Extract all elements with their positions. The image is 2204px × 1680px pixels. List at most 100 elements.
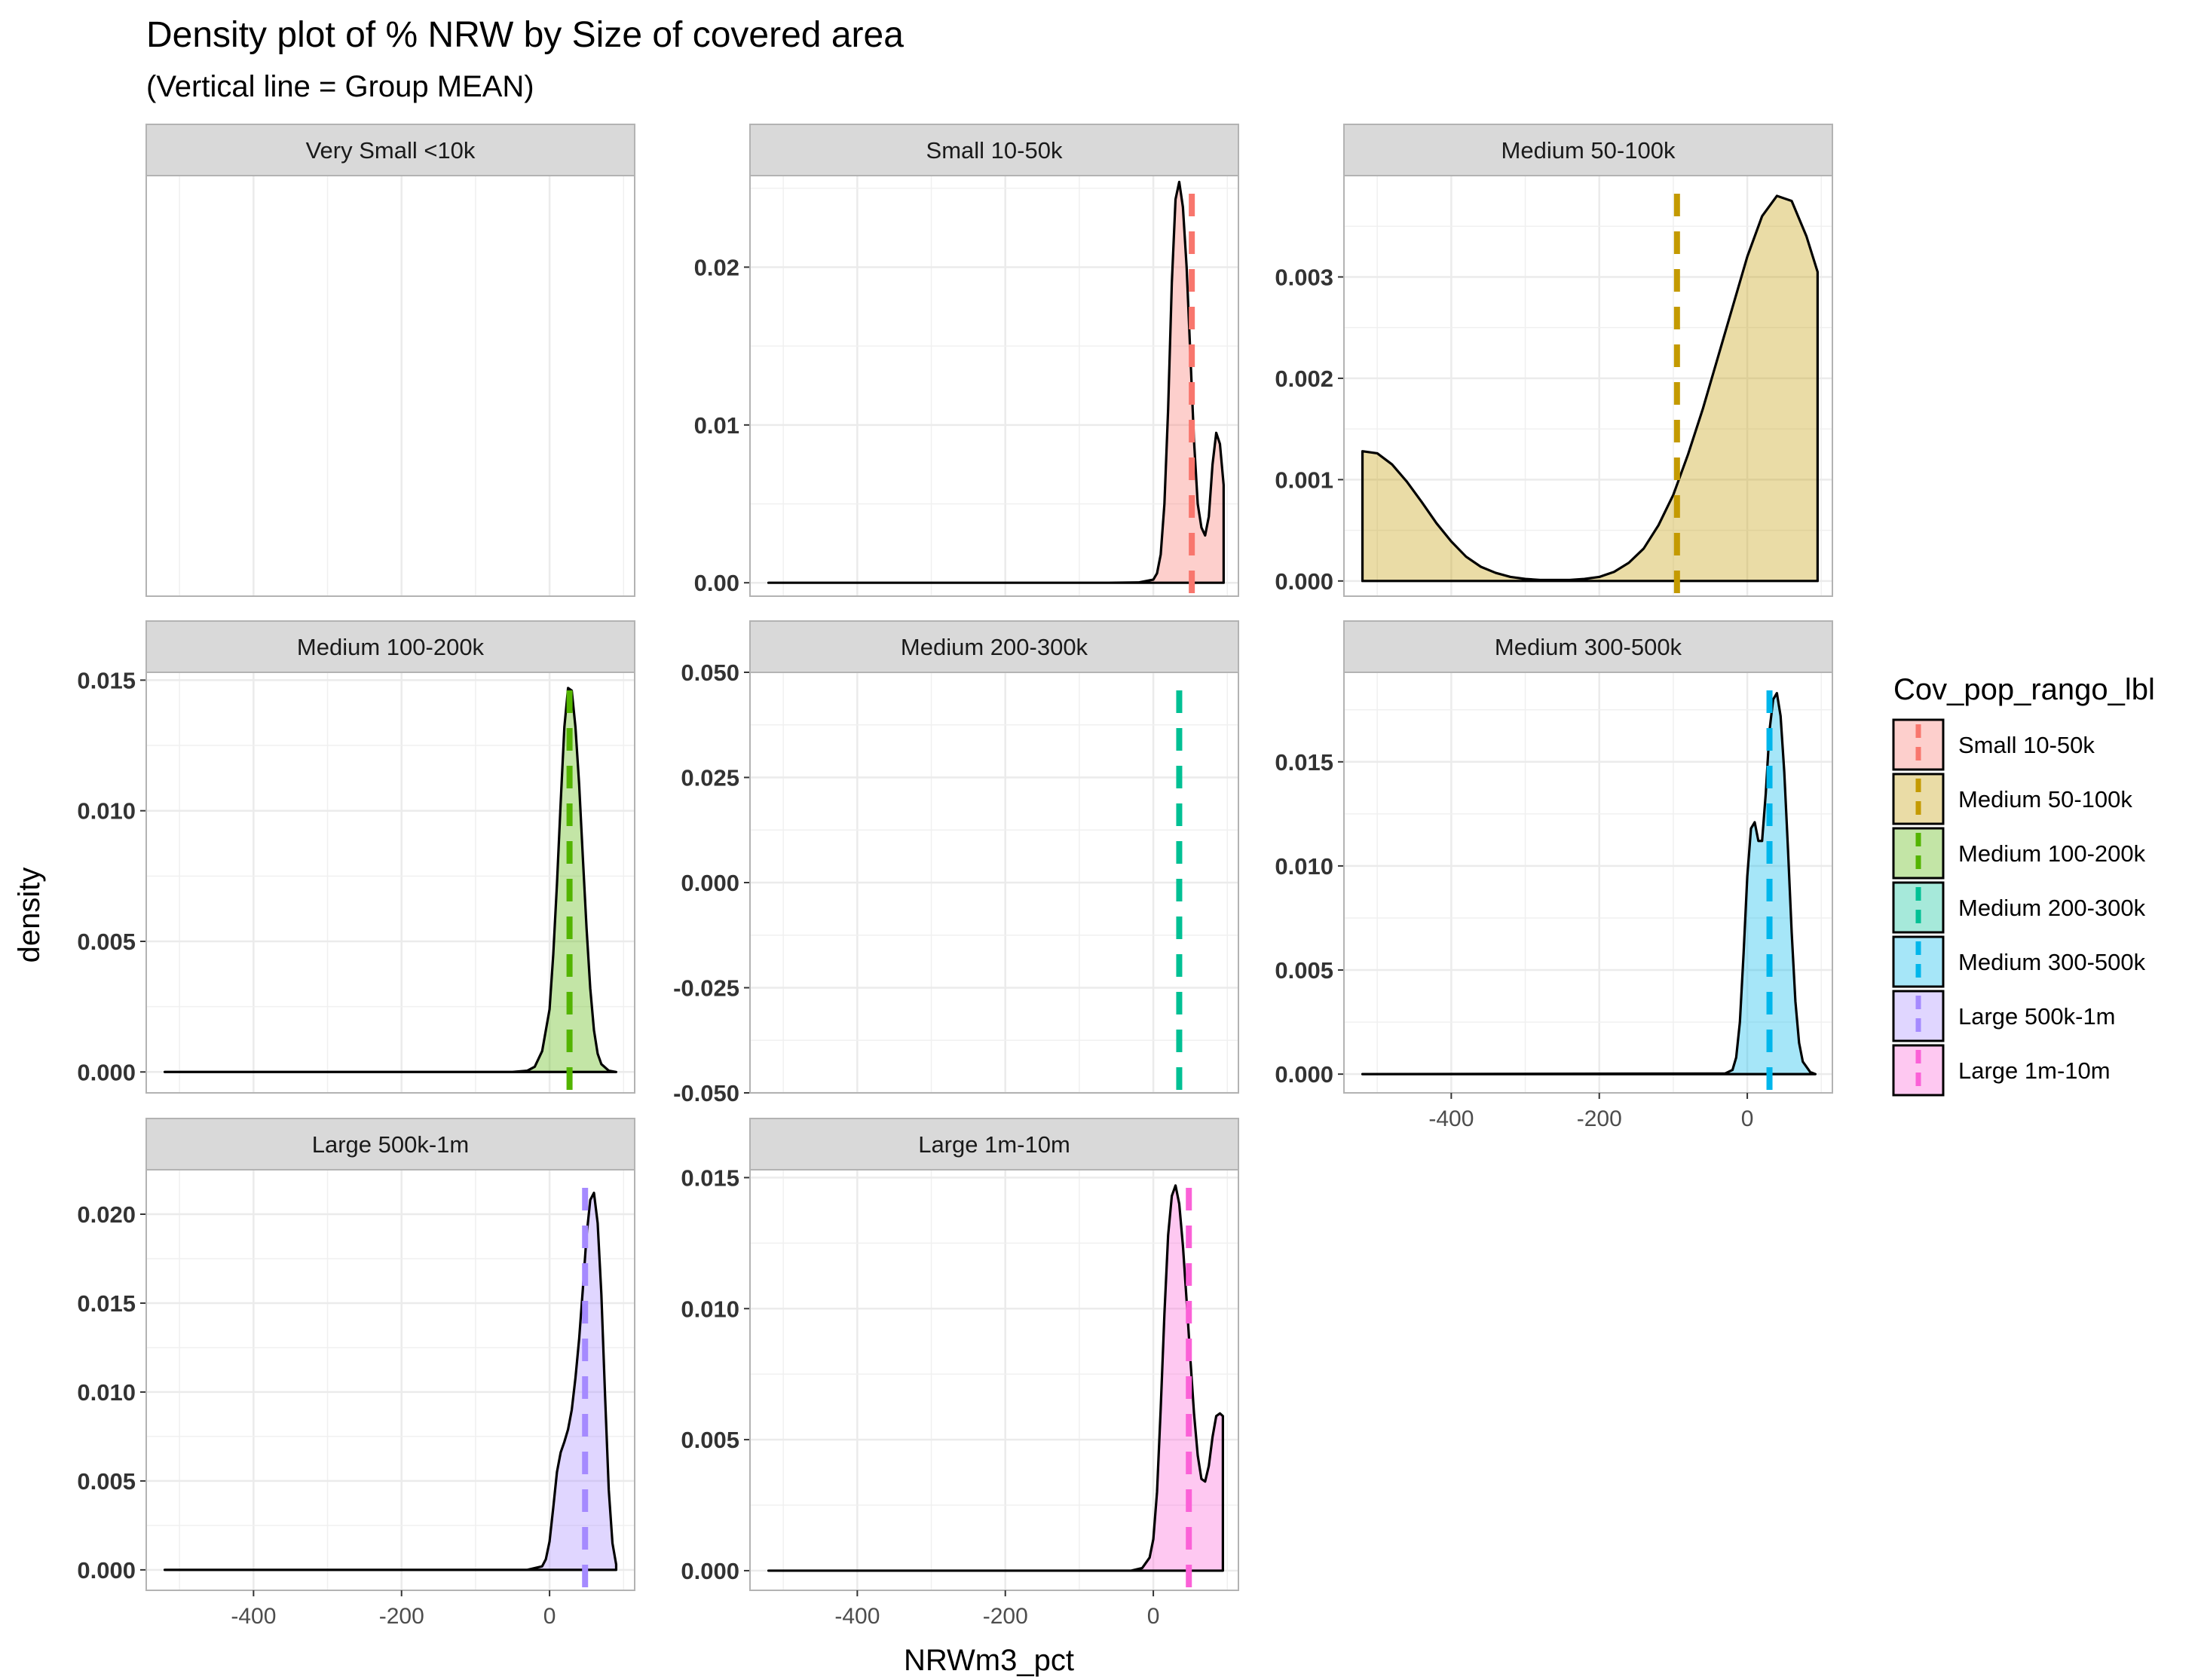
y-tick-label: 0.005 — [77, 1468, 136, 1495]
facet-strip-label: Medium 300-500k — [1495, 634, 1682, 660]
legend-label: Large 1m-10m — [1958, 1057, 2111, 1084]
facet-panel: Large 500k-1m 0.000 0.005 0.010 0.015 0.020 -4… — [77, 1118, 635, 1629]
legend-items: Small 10-50k Medium 50-100k Medium 100-200… — [1892, 718, 2146, 1097]
y-tick-label: 0.000 — [77, 1059, 136, 1085]
density-outline — [767, 180, 1225, 584]
grid — [1344, 176, 1832, 596]
legend-label: Small 10-50k — [1958, 732, 2095, 758]
facet-strip — [749, 620, 1239, 673]
y-tick-label: 0.000 — [77, 1557, 136, 1584]
density-outline — [163, 1192, 618, 1571]
plot-area — [146, 672, 635, 1093]
facet-strip — [145, 620, 635, 673]
panel-border — [1343, 672, 1833, 1094]
plot-area — [146, 176, 635, 596]
y-tick-label: 0.005 — [77, 929, 136, 955]
legend-item: Small 10-50k — [1892, 718, 2095, 771]
y-tick-label: 0.001 — [1275, 467, 1333, 493]
grid — [146, 1170, 635, 1590]
density-area — [768, 182, 1224, 583]
y-tick-label: 0.050 — [681, 659, 739, 686]
panel-border — [1343, 175, 1833, 597]
facet-strip — [749, 1118, 1239, 1170]
chart-subtitle: (Vertical line = Group MEAN) — [146, 70, 534, 103]
y-tick-label: 0.010 — [681, 1296, 739, 1322]
legend-label: Medium 300-500k — [1958, 949, 2146, 975]
legend-label: Medium 200-300k — [1958, 895, 2146, 921]
x-tick-label: -400 — [834, 1604, 880, 1629]
facet-panel: Medium 200-300k -0.050 -0.025 0.000 0.025 0.0… — [673, 620, 1239, 1106]
facet-panel: Very Small <10k — [145, 124, 635, 597]
facet-strip-label: Medium 100-200k — [297, 634, 485, 660]
y-tick-label: 0.010 — [77, 1379, 136, 1406]
facet-strip — [145, 1118, 635, 1170]
legend-item: Large 500k-1m — [1892, 990, 2116, 1042]
y-tick-label: 0.01 — [694, 412, 739, 439]
panel-border — [145, 175, 635, 597]
y-tick-label: -0.050 — [673, 1080, 739, 1106]
legend-label: Medium 100-200k — [1958, 840, 2146, 867]
legend: Cov_pop_rango_lbl Small 10-50k Medium 50-… — [1892, 673, 2155, 1097]
y-tick-label: 0.02 — [694, 254, 739, 280]
x-tick-label: -400 — [1428, 1106, 1474, 1131]
panel-border — [749, 1169, 1239, 1591]
x-tick-label: 0 — [543, 1604, 556, 1629]
y-tick-label: 0.00 — [694, 570, 739, 596]
y-tick-label: 0.005 — [1275, 957, 1333, 984]
y-tick-label: 0.005 — [681, 1427, 739, 1453]
x-tick-label: -400 — [231, 1604, 276, 1629]
density-area — [768, 1185, 1223, 1571]
facet-panel: Medium 300-500k 0.000 0.005 0.010 0.015 -400 -… — [1275, 620, 1833, 1131]
facet-panel: Medium 50-100k 0.000 0.001 0.002 0.003 — [1275, 124, 1833, 597]
grid — [146, 672, 635, 1093]
facet-strip — [749, 124, 1239, 176]
legend-item: Medium 200-300k — [1892, 881, 2146, 934]
grid — [1344, 672, 1832, 1093]
facet-panel: Small 10-50k 0.00 0.01 0.02 — [694, 124, 1239, 597]
facet-panels: Very Small <10k Small 10-50k 0.00 0.01 0.02 M… — [77, 124, 1833, 1629]
facet-strip — [145, 124, 635, 176]
legend-item: Medium 50-100k — [1892, 773, 2132, 825]
panel-border — [749, 672, 1239, 1094]
legend-label: Large 500k-1m — [1958, 1003, 2116, 1030]
facet-panel: Large 1m-10m 0.000 0.005 0.010 0.015 -400 -200… — [681, 1118, 1239, 1629]
legend-label: Medium 50-100k — [1958, 786, 2132, 812]
density-area — [1362, 195, 1818, 581]
x-tick-label: -200 — [983, 1604, 1028, 1629]
y-tick-label: 0.000 — [1275, 1061, 1333, 1088]
y-tick-label: 0.020 — [77, 1201, 136, 1228]
legend-item: Large 1m-10m — [1892, 1044, 2111, 1097]
legend-item: Medium 100-200k — [1892, 827, 2146, 880]
x-axis-label: NRWm3_pct — [904, 1644, 1074, 1677]
y-tick-label: -0.025 — [673, 975, 739, 1002]
legend-title: Cov_pop_rango_lbl — [1893, 673, 2155, 706]
x-tick-label: 0 — [1147, 1604, 1160, 1629]
facet-strip-label: Small 10-50k — [926, 137, 1063, 164]
x-tick-label: -200 — [379, 1604, 424, 1629]
plot-area — [1344, 672, 1832, 1093]
density-area — [164, 1192, 617, 1570]
plot-area — [146, 1170, 635, 1590]
y-tick-label: 0.015 — [77, 667, 136, 693]
x-tick-label: -200 — [1577, 1106, 1622, 1131]
facet-strip-label: Very Small <10k — [306, 137, 476, 164]
y-axis-label: density — [13, 868, 46, 963]
plot-area — [750, 1170, 1238, 1590]
density-outline — [1361, 194, 1819, 583]
y-tick-label: 0.002 — [1275, 366, 1333, 392]
facet-panel: Medium 100-200k 0.000 0.005 0.010 0.015 — [77, 620, 635, 1094]
facet-strip-label: Medium 200-300k — [901, 634, 1088, 660]
y-tick-label: 0.000 — [681, 1558, 739, 1584]
x-tick-label: 0 — [1741, 1106, 1754, 1131]
panel-border — [749, 175, 1239, 597]
y-tick-label: 0.015 — [681, 1164, 739, 1191]
y-tick-label: 0.003 — [1275, 264, 1333, 290]
y-tick-label: 0.015 — [77, 1290, 136, 1317]
grid — [179, 176, 625, 596]
chart-title: Density plot of % NRW by Size of covered… — [146, 15, 904, 55]
panel-border — [145, 1169, 635, 1591]
y-tick-label: 0.015 — [1275, 749, 1333, 776]
legend-item: Medium 300-500k — [1892, 935, 2146, 988]
y-tick-label: 0.000 — [1275, 568, 1333, 595]
